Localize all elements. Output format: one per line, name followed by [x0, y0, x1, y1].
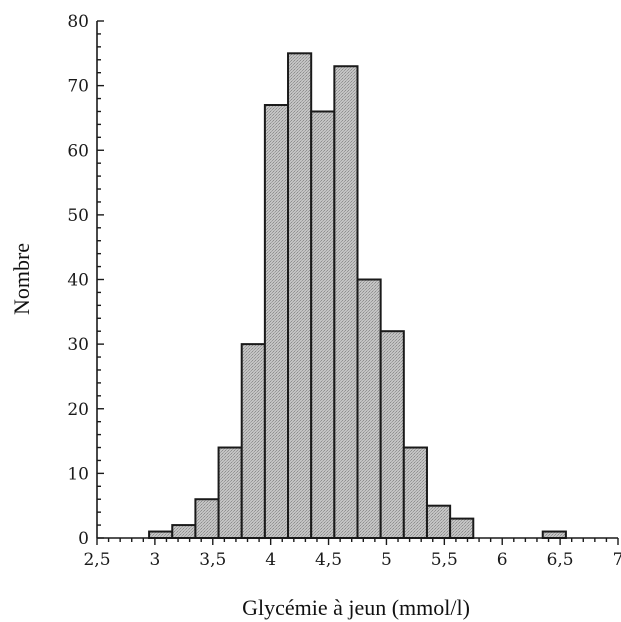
x-tick-label: 5,5: [431, 550, 458, 570]
histogram-bar-12: [425, 504, 452, 540]
x-tick-label: 2,5: [83, 550, 110, 570]
x-tick-label: 4: [265, 550, 276, 570]
histogram-bar-7: [310, 110, 336, 539]
x-ticks-layer: 2,5 3 3,5 4 4,5 5 5,5 6 6,5 7: [83, 538, 621, 570]
x-tick-label: 5: [381, 550, 392, 570]
y-tick-label: 40: [67, 271, 89, 291]
y-tick-label: 0: [78, 529, 89, 549]
x-tick-label: 6,5: [547, 550, 574, 570]
y-tick-label: 50: [67, 206, 89, 226]
histogram-bar-1: [171, 524, 197, 540]
histogram-bar-14: [541, 530, 567, 539]
x-tick-label: 6: [497, 550, 508, 570]
histogram-bar-2: [194, 498, 220, 540]
y-tick-label: 20: [67, 400, 89, 420]
histogram-bar-13: [449, 517, 475, 539]
histogram-bar-9: [356, 278, 382, 539]
y-ticks-layer: 0 10 20 30 40 50 60 70 80: [67, 12, 104, 549]
x-tick-label: 3: [149, 550, 160, 570]
y-tick-label: 70: [67, 77, 89, 97]
histogram-bar-3: [217, 446, 243, 539]
histogram-bar-5: [263, 104, 290, 539]
x-axis-title: Glycémie à jeun (mmol/l): [242, 595, 470, 620]
histogram-bar-0: [148, 530, 174, 539]
histogram-bar-11: [402, 446, 428, 539]
x-tick-label: 4,5: [315, 550, 342, 570]
y-axis-title: Nombre: [9, 243, 34, 315]
x-tick-label: 3,5: [199, 550, 226, 570]
y-tick-label: 30: [67, 335, 89, 355]
bars-layer: [148, 52, 567, 540]
histogram-bar-6: [287, 52, 313, 540]
x-tick-label: 7: [613, 550, 621, 570]
y-tick-label: 60: [67, 141, 89, 161]
histogram-bar-8: [333, 65, 359, 540]
histogram-bar-4: [240, 343, 266, 540]
y-tick-label: 10: [67, 464, 89, 484]
y-tick-label: 80: [67, 12, 89, 32]
histogram-bar-10: [379, 330, 405, 540]
